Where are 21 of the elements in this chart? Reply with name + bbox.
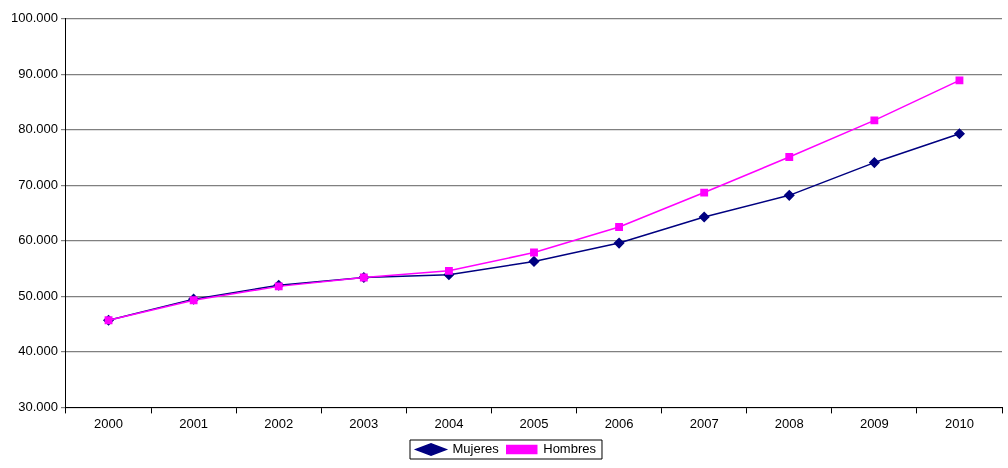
- x-tick-label: 2002: [264, 415, 294, 431]
- y-tick-label: 70.000: [18, 176, 58, 192]
- x-tick-label: 2005: [519, 415, 549, 431]
- y-tick-label: 80.000: [18, 121, 58, 137]
- legend-label: Mujeres: [452, 441, 500, 457]
- y-tick-label: 90.000: [18, 65, 58, 81]
- legend-label: Hombres: [543, 441, 597, 457]
- y-tick-label: 50.000: [18, 287, 58, 303]
- x-tick-label: 2009: [859, 415, 889, 431]
- y-tick-label: 40.000: [18, 343, 58, 359]
- x-tick-label: 2001: [179, 415, 209, 431]
- x-tick-label: 2007: [689, 415, 719, 431]
- x-tick-label: 2008: [774, 415, 804, 431]
- x-tick-label: 2010: [944, 415, 974, 431]
- x-tick-label: 2000: [94, 415, 123, 431]
- x-tick-label: 2006: [604, 415, 634, 431]
- y-tick-label: 100.000: [10, 10, 58, 26]
- x-tick-label: 2003: [349, 415, 379, 431]
- y-tick-label: 30.000: [18, 398, 58, 414]
- y-tick-label: 60.000: [18, 232, 58, 248]
- x-tick-label: 2004: [434, 415, 464, 431]
